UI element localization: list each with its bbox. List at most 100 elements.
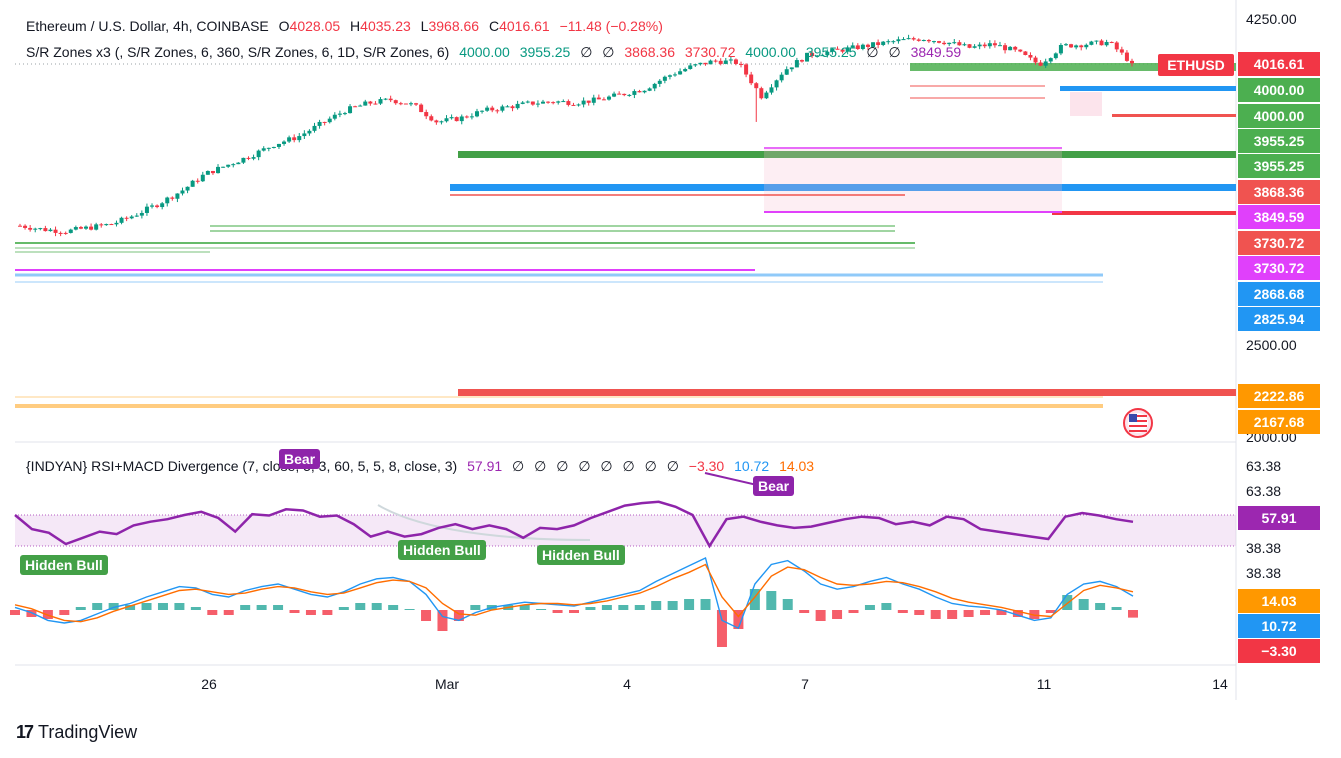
- macd-histogram-bar: [980, 610, 991, 615]
- candle-body: [221, 166, 226, 168]
- macd-histogram-bar: [585, 607, 596, 610]
- macd-histogram-bar: [1111, 607, 1122, 610]
- candle-body: [525, 101, 530, 103]
- tradingview-logo[interactable]: 17 TradingView: [16, 722, 137, 743]
- candle-body: [282, 141, 287, 144]
- candle-body: [393, 100, 398, 104]
- bear-badge: Bear: [279, 449, 321, 469]
- candle-body: [688, 65, 693, 70]
- candle-body: [840, 49, 845, 52]
- candle-body: [556, 101, 561, 103]
- price-tag: 4000.00: [1238, 104, 1320, 128]
- candle-body: [617, 93, 622, 95]
- low-label: L: [420, 18, 429, 34]
- macd-histogram-bar: [832, 610, 843, 619]
- candle-body: [510, 106, 515, 109]
- price-tag: 3868.36: [1238, 180, 1320, 204]
- candle-body: [78, 227, 83, 229]
- price-axis-label: 4250.00: [1246, 11, 1297, 27]
- candle-body: [266, 147, 271, 149]
- candle-body: [652, 83, 657, 89]
- macd-histogram-bar: [569, 610, 579, 613]
- candle-body: [444, 118, 449, 122]
- macd-histogram-bar: [470, 605, 481, 610]
- tradingview-logo-icon: 17: [16, 722, 34, 742]
- candle-body: [419, 104, 424, 113]
- macd-histogram-bar: [355, 603, 366, 610]
- candle-body: [205, 170, 210, 175]
- candle-body: [906, 38, 911, 40]
- candle-body: [99, 224, 104, 226]
- candle-body: [1089, 41, 1094, 45]
- sr-value: 3868.36: [624, 44, 675, 60]
- candle-body: [931, 41, 936, 43]
- sr-legend[interactable]: S/R Zones x3 (, S/R Zones, 6, 360, S/R Z…: [26, 44, 967, 61]
- macd-histogram-bar: [799, 610, 810, 613]
- candle-body: [439, 121, 444, 123]
- price-tag: 2222.86: [1238, 384, 1320, 408]
- macd-histogram-bar: [305, 610, 316, 615]
- hidden-bull-trendline: [377, 504, 591, 541]
- candle-body: [1028, 54, 1033, 58]
- high-value: 4035.23: [360, 18, 411, 34]
- candle-body: [408, 103, 413, 105]
- candle-body: [794, 60, 799, 68]
- candle-body: [886, 41, 891, 43]
- sr-value: 3955.25: [519, 44, 571, 60]
- macd-histogram-bar: [157, 603, 168, 610]
- candle-body: [855, 45, 860, 49]
- macd-histogram-bar: [437, 610, 448, 631]
- candle-body: [865, 44, 870, 47]
- candle-body: [297, 136, 302, 141]
- open-value: 4028.05: [289, 18, 341, 34]
- rsi-empty: ∅: [666, 458, 679, 474]
- date-label: 26: [201, 676, 217, 692]
- candle-body: [774, 80, 779, 88]
- candle-body: [312, 125, 317, 131]
- candle-body: [754, 83, 759, 89]
- candle-body: [190, 180, 195, 187]
- price-tag: 4000.00: [1238, 78, 1320, 102]
- macd-histogram-bar: [141, 603, 152, 610]
- candle-body: [73, 227, 78, 230]
- candle-body: [561, 101, 566, 103]
- candle-body: [581, 100, 586, 105]
- candle-body: [414, 103, 419, 105]
- sr-zone-blue-4000: [1060, 86, 1236, 91]
- candle-body: [1053, 53, 1058, 59]
- sr-zone-4000: [910, 63, 1236, 71]
- date-label: 14: [1212, 676, 1228, 692]
- price-tag: 4016.61: [1238, 52, 1320, 76]
- date-label: 11: [1036, 676, 1052, 692]
- macd-histogram-bar: [223, 610, 234, 615]
- macd-histogram-bar: [930, 610, 941, 619]
- us-flag-icon[interactable]: [1123, 408, 1153, 438]
- candle-body: [200, 174, 205, 182]
- candle-body: [596, 97, 601, 100]
- sr-value: ∅: [888, 44, 901, 60]
- candle-body: [403, 103, 408, 105]
- candle-body: [1099, 40, 1104, 46]
- candle-body: [424, 112, 429, 117]
- sr-value: ∅: [580, 44, 593, 60]
- candle-body: [744, 64, 749, 75]
- hidden-bull-badge: Hidden Bull: [20, 555, 108, 575]
- sr-pink-zone: [764, 147, 1062, 213]
- date-label: 7: [801, 676, 809, 692]
- candle-body: [845, 47, 850, 52]
- candle-body: [84, 226, 89, 229]
- candle-body: [48, 229, 53, 232]
- price-tag: 3849.59: [1238, 205, 1320, 229]
- candle-body: [241, 157, 246, 163]
- candle-body: [520, 102, 525, 104]
- candle-body: [591, 97, 596, 103]
- candle-body: [911, 38, 916, 40]
- sr-value: ∅: [602, 44, 615, 60]
- rsi-legend[interactable]: {INDYAN} RSI+MACD Divergence (7, close, …: [26, 458, 820, 475]
- candle-body: [114, 222, 119, 225]
- price-tag: 2825.94: [1238, 307, 1320, 331]
- rsi-line: [14, 500, 1134, 549]
- symbol-legend[interactable]: Ethereum / U.S. Dollar, 4h, COINBASE O40…: [26, 18, 669, 34]
- osc-axis-label: 38.38: [1246, 565, 1282, 581]
- macd-hist-value: −3.30: [688, 458, 725, 474]
